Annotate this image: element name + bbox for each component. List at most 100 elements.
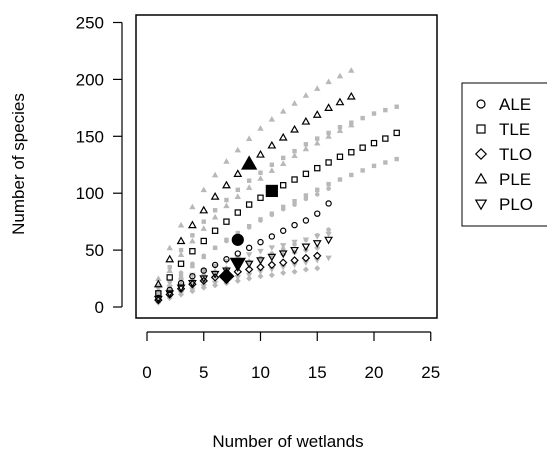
tle-point bbox=[234, 209, 241, 216]
ale-point bbox=[223, 256, 230, 263]
tle-upper-band-point bbox=[281, 155, 286, 161]
tle-lower-band-point bbox=[224, 237, 229, 243]
ple-lower-band-point bbox=[257, 175, 264, 181]
tle-lower-band-point bbox=[383, 160, 388, 165]
tle-upper-band-point bbox=[315, 136, 320, 141]
plo-lower-band-point bbox=[200, 284, 207, 290]
plo-lower-band-point bbox=[211, 280, 219, 287]
legend-tle-label: TLE bbox=[499, 120, 530, 139]
tle-point bbox=[314, 164, 321, 172]
plo-upper-band-point bbox=[166, 285, 173, 291]
tle-point bbox=[336, 153, 344, 160]
plo-lower-band-point bbox=[257, 269, 264, 275]
ale-lower-band-point bbox=[326, 227, 331, 232]
plo-upper-band-point bbox=[245, 252, 253, 258]
ple-lower-band-point bbox=[336, 127, 344, 134]
ple-point bbox=[335, 97, 345, 106]
tlo-point bbox=[244, 265, 254, 274]
ple-lower-band-point bbox=[245, 184, 253, 190]
tlo-lower-band-point bbox=[234, 277, 241, 284]
tle-point bbox=[200, 237, 207, 245]
tle-lower-band-point bbox=[326, 181, 331, 187]
tle-lower-band-point bbox=[281, 204, 286, 210]
tle-point bbox=[302, 170, 310, 178]
tle-point bbox=[291, 176, 298, 183]
y-tick-label: 100 bbox=[76, 184, 104, 203]
tlo-observed-point bbox=[218, 268, 235, 285]
plo-point bbox=[278, 250, 288, 259]
ale-point bbox=[280, 227, 287, 234]
ple-lower-band-point bbox=[189, 237, 196, 244]
tle-upper-band-point bbox=[383, 107, 388, 113]
tle-lower-band-point bbox=[178, 274, 184, 279]
plo-point bbox=[176, 284, 186, 293]
plo-lower-band-point bbox=[234, 275, 241, 281]
ple-point bbox=[346, 91, 356, 100]
tlo-lower-band-point bbox=[291, 268, 298, 275]
ale-upper-band-point bbox=[292, 202, 297, 207]
y-axis: 0 50 100 150 200 250 bbox=[76, 14, 123, 317]
legend: ALE TLE TLO PLE PLO bbox=[461, 82, 547, 227]
tle-observed-point bbox=[265, 184, 278, 198]
plo-lower-band-point bbox=[189, 287, 196, 294]
y-tick-label: 150 bbox=[76, 127, 104, 146]
ale-point bbox=[268, 233, 276, 240]
tlo-lower-band-point bbox=[268, 272, 275, 279]
ple-upper-band-point bbox=[155, 275, 162, 281]
tlo-point bbox=[233, 267, 243, 276]
legend-ple-marker bbox=[474, 172, 488, 184]
ple-upper-band-point bbox=[280, 108, 287, 114]
tlo-lower-band-point bbox=[314, 265, 321, 272]
tle-point bbox=[393, 129, 400, 137]
y-tick-label: 250 bbox=[76, 14, 104, 33]
tlo-point bbox=[256, 262, 265, 272]
tle-upper-band-point bbox=[326, 130, 331, 136]
tle-point bbox=[280, 182, 287, 189]
ale-upper-band-point bbox=[326, 186, 331, 191]
tle-upper-band-point bbox=[269, 162, 275, 167]
ple-point bbox=[278, 132, 288, 141]
tle-upper-band-point bbox=[167, 264, 172, 270]
plo-upper-band-point bbox=[325, 231, 332, 238]
ple-point bbox=[324, 103, 334, 111]
ale-upper-band-point bbox=[314, 192, 320, 197]
ple-point bbox=[210, 192, 220, 200]
ple-point bbox=[301, 116, 311, 125]
ple-point bbox=[176, 236, 186, 245]
tle-upper-band-point bbox=[246, 178, 252, 183]
plo-observed-point bbox=[229, 257, 246, 273]
ple-observed-point bbox=[241, 155, 258, 170]
tlo-lower-band-point bbox=[257, 273, 264, 280]
ple-point bbox=[153, 279, 163, 288]
legend-ale-label: ALE bbox=[499, 95, 531, 114]
ple-point bbox=[233, 169, 243, 177]
plot-frame bbox=[135, 14, 438, 319]
tlo-point bbox=[278, 258, 288, 267]
tle-point bbox=[166, 274, 173, 281]
plo-point bbox=[301, 243, 311, 252]
ple-point bbox=[256, 149, 265, 158]
ple-upper-band-point bbox=[257, 125, 264, 131]
series-markers bbox=[153, 91, 400, 305]
tle-point bbox=[348, 149, 355, 156]
y-tick-label: 0 bbox=[95, 298, 104, 317]
tle-lower-band-point bbox=[201, 254, 206, 260]
plo-lower-band-point bbox=[280, 264, 287, 271]
ale-lower-band-point bbox=[280, 246, 286, 252]
tle-point bbox=[382, 135, 389, 142]
plo-lower-band-point bbox=[325, 255, 332, 262]
ple-lower-band-point bbox=[234, 193, 241, 200]
observed-markers bbox=[218, 155, 278, 285]
ple-upper-band-point bbox=[325, 78, 332, 85]
ale-point bbox=[302, 217, 310, 224]
tle-lower-band-point bbox=[360, 168, 365, 173]
x-axis-title: Number of wetlands bbox=[212, 432, 363, 451]
plo-lower-band-point bbox=[291, 262, 298, 269]
ale-observed-point bbox=[231, 233, 244, 246]
plo-point bbox=[244, 260, 254, 269]
ple-lower-band-point bbox=[223, 202, 230, 209]
plo-lower-band-point bbox=[177, 290, 185, 297]
ple-point bbox=[187, 220, 197, 229]
tle-upper-band-point bbox=[360, 115, 365, 121]
tle-point bbox=[223, 218, 230, 225]
